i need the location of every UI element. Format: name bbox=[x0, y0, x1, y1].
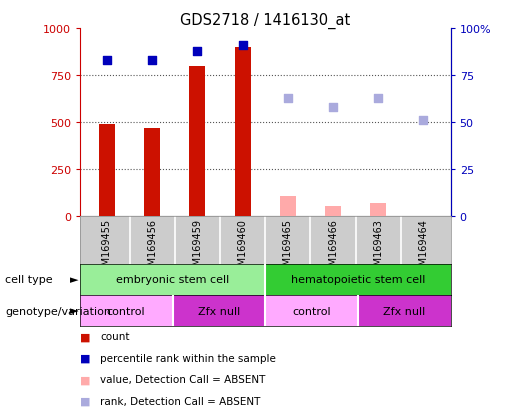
Text: Zfx null: Zfx null bbox=[383, 306, 425, 316]
Text: GSM169464: GSM169464 bbox=[419, 218, 428, 277]
Text: Zfx null: Zfx null bbox=[198, 306, 240, 316]
Text: control: control bbox=[107, 306, 146, 316]
Text: GSM169463: GSM169463 bbox=[373, 218, 383, 277]
Text: ■: ■ bbox=[80, 396, 90, 406]
Text: GSM169456: GSM169456 bbox=[147, 218, 157, 277]
Text: control: control bbox=[293, 306, 331, 316]
Text: GSM169465: GSM169465 bbox=[283, 218, 293, 277]
Text: ■: ■ bbox=[80, 375, 90, 385]
Bar bbox=[235, 47, 250, 217]
Text: cell type: cell type bbox=[5, 275, 53, 285]
Point bbox=[374, 95, 383, 102]
Text: GSM169455: GSM169455 bbox=[102, 218, 112, 277]
Text: GSM169466: GSM169466 bbox=[328, 218, 338, 277]
Bar bbox=[190, 66, 205, 217]
Text: count: count bbox=[100, 332, 130, 342]
Text: ■: ■ bbox=[80, 332, 90, 342]
Point bbox=[419, 118, 427, 124]
Text: genotype/variation: genotype/variation bbox=[5, 306, 111, 316]
Bar bbox=[99, 125, 115, 217]
Point bbox=[238, 43, 247, 49]
Bar bbox=[144, 128, 160, 217]
Bar bbox=[370, 204, 386, 217]
Bar bbox=[80, 295, 173, 326]
Text: GSM169459: GSM169459 bbox=[193, 218, 202, 277]
Text: hematopoietic stem cell: hematopoietic stem cell bbox=[291, 275, 425, 285]
Text: ►: ► bbox=[70, 275, 78, 285]
Bar bbox=[265, 264, 451, 295]
Title: GDS2718 / 1416130_at: GDS2718 / 1416130_at bbox=[180, 13, 350, 29]
Bar bbox=[80, 264, 265, 295]
Text: rank, Detection Call = ABSENT: rank, Detection Call = ABSENT bbox=[100, 396, 261, 406]
Bar bbox=[173, 295, 265, 326]
Bar bbox=[280, 196, 296, 217]
Point bbox=[103, 57, 111, 64]
Text: ■: ■ bbox=[80, 353, 90, 363]
Point bbox=[329, 104, 337, 111]
Text: percentile rank within the sample: percentile rank within the sample bbox=[100, 353, 277, 363]
Point bbox=[148, 57, 156, 64]
Bar bbox=[358, 295, 451, 326]
Text: GSM169460: GSM169460 bbox=[237, 218, 248, 277]
Point bbox=[193, 48, 201, 55]
Point bbox=[284, 95, 292, 102]
Text: ►: ► bbox=[70, 306, 78, 316]
Text: value, Detection Call = ABSENT: value, Detection Call = ABSENT bbox=[100, 375, 266, 385]
Bar bbox=[265, 295, 358, 326]
Text: embryonic stem cell: embryonic stem cell bbox=[116, 275, 229, 285]
Bar bbox=[325, 206, 341, 217]
